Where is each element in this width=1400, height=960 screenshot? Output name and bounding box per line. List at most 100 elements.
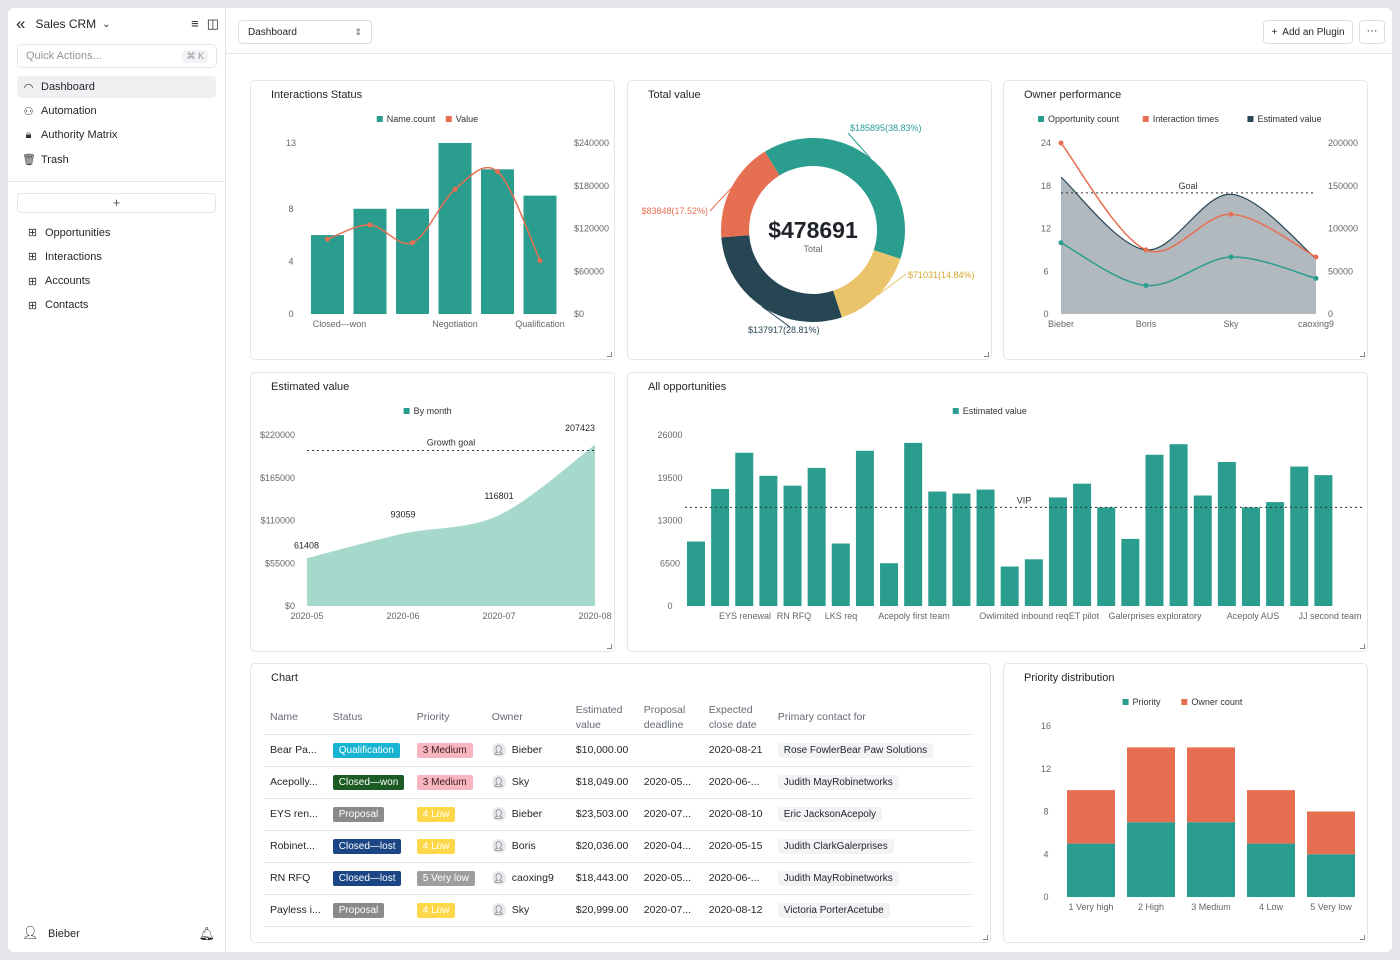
- cell-priority[interactable]: 4 Low: [410, 798, 486, 831]
- table-row[interactable]: Payless i... Proposal 4 Low 👤︎ Sky $20,999.00…: [264, 894, 972, 927]
- column-header[interactable]: Expected close date: [702, 702, 772, 735]
- card-interactions-status[interactable]: Name.count Value 0 4 8 13 $0 $60000 $120000 $1800…: [250, 80, 615, 360]
- sidebar-item-automation[interactable]: ⚇ Automation: [17, 100, 216, 122]
- plus-icon: +: [1271, 26, 1278, 38]
- column-header[interactable]: Name: [264, 702, 327, 735]
- cell-owner[interactable]: 👤︎ Bieber: [485, 734, 570, 767]
- cell-name[interactable]: RN RFQ: [264, 862, 327, 895]
- cell-owner[interactable]: 👤︎ Bieber: [485, 798, 570, 831]
- table-row[interactable]: EYS ren... Proposal 4 Low 👤︎ Bieber $23,503.0…: [264, 798, 972, 831]
- column-header[interactable]: Estimated value: [569, 702, 638, 735]
- card-table-chart[interactable]: Chart Name Status Priority Owner Estimat…: [250, 663, 991, 943]
- column-header[interactable]: Proposal deadline: [637, 702, 703, 735]
- cell-estimated-value[interactable]: $10,000.00: [569, 734, 638, 767]
- cell-estimated-value[interactable]: $18,443.00: [569, 862, 638, 895]
- expected-close-date: 2020-08-21: [708, 744, 763, 756]
- user-profile[interactable]: 👤︎ Bieber 🔔︎: [22, 922, 215, 946]
- collapse-left-icon[interactable]: «: [16, 14, 26, 33]
- cell-name[interactable]: EYS ren...: [264, 798, 327, 831]
- sidebar-item-authority-matrix[interactable]: 🔒︎ Authority Matrix: [17, 124, 216, 146]
- cell-proposal-deadline[interactable]: 2020-07...: [637, 894, 703, 927]
- cell-primary-contact[interactable]: Judith MayRobinetworks: [771, 766, 972, 799]
- card-priority-distribution[interactable]: Priority Owner count 0 4 8 12 16 1 Very high 2 H…: [1003, 663, 1368, 943]
- sidebar-item-contacts[interactable]: ⊞ Contacts: [17, 294, 216, 316]
- cell-status[interactable]: Closed—lost: [326, 862, 411, 895]
- cell-status[interactable]: Closed—lost: [326, 830, 411, 863]
- resize-handle[interactable]: [1360, 935, 1365, 940]
- cell-status[interactable]: Proposal: [326, 894, 411, 927]
- sidebar-item-accounts[interactable]: ⊞ Accounts: [17, 270, 216, 292]
- cell-proposal-deadline[interactable]: 2020-04...: [637, 830, 703, 863]
- cell-status[interactable]: Qualification: [326, 734, 411, 767]
- table-row[interactable]: Robinet... Closed—lost 4 Low 👤︎ Boris $20,036…: [264, 830, 972, 863]
- column-header[interactable]: Primary contact for: [771, 702, 972, 735]
- table-row[interactable]: RN RFQ Closed—lost 5 Very low 👤︎ caoxing9 $18…: [264, 862, 972, 895]
- sidebar-item-dashboard[interactable]: ◠ Dashboard: [17, 76, 216, 98]
- resize-handle[interactable]: [984, 352, 989, 357]
- cell-estimated-value[interactable]: $20,036.00: [569, 830, 638, 863]
- cell-owner[interactable]: 👤︎ caoxing9: [485, 862, 570, 895]
- sidebar-toggle-icon[interactable]: ◫: [206, 16, 219, 31]
- cell-name[interactable]: Robinet...: [264, 830, 327, 863]
- column-header[interactable]: Priority: [410, 702, 486, 735]
- menu-icon[interactable]: ≡: [191, 16, 199, 31]
- y-axis-tick-label: 13: [286, 138, 296, 148]
- cell-expected-close[interactable]: 2020-08-10: [702, 798, 772, 831]
- resize-handle[interactable]: [1360, 644, 1365, 649]
- cell-proposal-deadline[interactable]: 2020-05...: [637, 862, 703, 895]
- cell-proposal-deadline[interactable]: 2020-05...: [637, 766, 703, 799]
- card-all-opportunities[interactable]: Estimated value 0 6500 13000 19500 26000 VIP EY…: [627, 372, 1368, 652]
- cell-name[interactable]: Acepolly...: [264, 766, 327, 799]
- cell-primary-contact[interactable]: Victoria PorterAcetube: [771, 894, 972, 927]
- cell-status[interactable]: Proposal: [326, 798, 411, 831]
- cell-expected-close[interactable]: 2020-08-21: [702, 734, 772, 767]
- sidebar-item-interactions[interactable]: ⊞ Interactions: [17, 246, 216, 268]
- resize-handle[interactable]: [1360, 352, 1365, 357]
- cell-primary-contact[interactable]: Eric JacksonAcepoly: [771, 798, 972, 831]
- table-row[interactable]: Bear Pa... Qualification 3 Medium 👤︎ Bieber $…: [264, 734, 972, 767]
- card-owner-performance[interactable]: Opportunity count Interaction times Estima…: [1003, 80, 1368, 360]
- cell-expected-close[interactable]: 2020-05-15: [702, 830, 772, 863]
- cell-priority[interactable]: 5 Very low: [410, 862, 486, 895]
- cell-priority[interactable]: 3 Medium: [410, 766, 486, 799]
- bell-icon[interactable]: 🔔︎: [198, 926, 215, 941]
- more-button[interactable]: ···: [1359, 20, 1385, 44]
- table-row[interactable]: Acepolly... Closed—won 3 Medium 👤︎ Sky $18,04…: [264, 766, 972, 799]
- cell-expected-close[interactable]: 2020-08-12: [702, 894, 772, 927]
- cell-expected-close[interactable]: 2020-06-...: [702, 766, 772, 799]
- resize-handle[interactable]: [607, 644, 612, 649]
- card-estimated-value[interactable]: By month $0 $55000 $110000 $165000 $220000 Gro…: [250, 372, 615, 652]
- cell-status[interactable]: Closed—won: [326, 766, 411, 799]
- cell-primary-contact[interactable]: Rose FowlerBear Paw Solutions: [771, 734, 972, 767]
- cell-expected-close[interactable]: 2020-06-...: [702, 862, 772, 895]
- column-header[interactable]: Owner: [485, 702, 570, 735]
- cell-primary-contact[interactable]: Judith ClarkGalerprises: [771, 830, 972, 863]
- resize-handle[interactable]: [607, 352, 612, 357]
- cell-estimated-value[interactable]: $20,999.00: [569, 894, 638, 927]
- cell-owner[interactable]: 👤︎ Boris: [485, 830, 570, 863]
- cell-estimated-value[interactable]: $18,049.00: [569, 766, 638, 799]
- app-title[interactable]: Sales CRM: [35, 17, 97, 31]
- add-plugin-button[interactable]: + Add an Plugin: [1263, 20, 1353, 44]
- sidebar-item-opportunities[interactable]: ⊞ Opportunities: [17, 222, 216, 244]
- cell-name[interactable]: Payless i...: [264, 894, 327, 927]
- sidebar-item-trash[interactable]: 🗑︎ Trash: [17, 149, 216, 171]
- chevron-down-icon[interactable]: ⌄: [102, 18, 111, 30]
- quick-actions-input[interactable]: Quick Actions... ⌘ K: [17, 44, 217, 68]
- cell-proposal-deadline[interactable]: 2020-07...: [637, 798, 703, 831]
- cell-owner[interactable]: 👤︎ Sky: [485, 766, 570, 799]
- cell-priority[interactable]: 4 Low: [410, 894, 486, 927]
- y-axis-tick-label: 12: [1041, 224, 1051, 234]
- cell-estimated-value[interactable]: $23,503.00: [569, 798, 638, 831]
- card-total-value[interactable]: $185895(38.83%) $71031(14.84%) $137917(28.…: [627, 80, 992, 360]
- dashboard-select[interactable]: Dashboard ⇕: [238, 20, 372, 44]
- add-table-button[interactable]: +: [17, 192, 216, 213]
- cell-primary-contact[interactable]: Judith MayRobinetworks: [771, 862, 972, 895]
- column-header[interactable]: Status: [326, 702, 411, 735]
- cell-name[interactable]: Bear Pa...: [264, 734, 327, 767]
- cell-priority[interactable]: 3 Medium: [410, 734, 486, 767]
- cell-proposal-deadline[interactable]: [637, 734, 703, 767]
- resize-handle[interactable]: [983, 935, 988, 940]
- cell-owner[interactable]: 👤︎ Sky: [485, 894, 570, 927]
- cell-priority[interactable]: 4 Low: [410, 830, 486, 863]
